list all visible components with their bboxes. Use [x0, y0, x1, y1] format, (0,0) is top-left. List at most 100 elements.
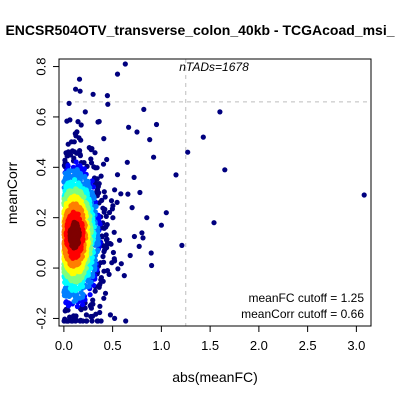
data-point	[98, 277, 104, 283]
data-point	[185, 149, 191, 155]
data-point	[179, 242, 185, 248]
data-point	[90, 91, 96, 97]
data-point	[114, 71, 121, 77]
y-tick-label: 0.4	[33, 158, 48, 176]
data-point	[71, 231, 78, 237]
data-point	[158, 222, 164, 228]
data-point	[75, 119, 81, 125]
data-point	[123, 318, 129, 324]
data-point	[217, 109, 223, 115]
legend-meancorr-cutoff: meanCorr cutoff = 0.66	[241, 307, 364, 321]
data-point	[73, 86, 79, 92]
data-point	[78, 122, 84, 128]
data-point	[104, 156, 110, 163]
data-point	[83, 312, 89, 318]
data-point	[111, 229, 117, 235]
data-point	[222, 167, 228, 173]
ntads-annotation: nTADs=1678	[179, 60, 249, 74]
data-point	[121, 273, 127, 279]
data-point	[103, 237, 109, 243]
data-point	[122, 61, 128, 67]
x-tick-label: 2.0	[250, 338, 268, 353]
data-point	[137, 189, 143, 196]
data-point	[100, 205, 106, 211]
data-point	[73, 159, 79, 165]
data-point	[66, 100, 72, 106]
data-point	[112, 187, 118, 193]
data-point	[94, 189, 100, 195]
data-point	[108, 198, 115, 204]
data-point	[65, 307, 71, 313]
data-point	[92, 150, 98, 156]
y-tick-label: 0.0	[33, 259, 48, 277]
data-point	[110, 215, 116, 221]
x-tick-label: 2.5	[299, 338, 317, 353]
data-point	[92, 288, 98, 294]
data-point	[110, 249, 116, 256]
data-point	[144, 215, 150, 221]
data-point	[103, 232, 109, 238]
data-point	[109, 206, 115, 212]
data-point	[105, 101, 111, 107]
data-point	[115, 266, 121, 272]
x-tick-label: 1.5	[201, 338, 219, 353]
data-point	[74, 303, 80, 310]
data-points	[61, 61, 367, 324]
x-tick-label: 0.5	[104, 338, 122, 353]
data-point	[111, 256, 117, 262]
data-point	[78, 137, 84, 143]
data-point	[76, 76, 83, 82]
y-tick-label: 0.2	[33, 209, 48, 227]
data-point	[90, 297, 96, 303]
data-point	[134, 129, 140, 135]
data-point	[139, 230, 145, 236]
data-point	[78, 317, 84, 323]
data-point	[149, 262, 155, 269]
data-point	[88, 313, 94, 320]
data-point	[361, 192, 367, 198]
data-point	[101, 295, 107, 301]
x-tick-label: 3.0	[347, 338, 365, 353]
data-point	[97, 309, 103, 316]
data-point	[114, 199, 120, 205]
data-point	[77, 153, 83, 159]
data-point	[73, 313, 79, 319]
data-point	[89, 318, 95, 324]
data-point	[118, 261, 124, 267]
data-point	[148, 250, 154, 256]
data-point	[140, 235, 146, 241]
data-point	[86, 145, 92, 151]
data-point	[71, 139, 77, 145]
y-tick-label: 0.8	[33, 58, 48, 76]
data-point	[87, 303, 93, 309]
data-point	[173, 172, 179, 178]
data-point	[107, 312, 113, 318]
data-point	[87, 292, 93, 298]
x-tick-label: 1.0	[152, 338, 170, 353]
data-point	[67, 152, 74, 158]
x-axis: 0.0 0.5 1.0 1.5 2.0 2.5 3.0	[55, 326, 365, 353]
data-point	[72, 177, 78, 183]
data-point	[96, 282, 102, 288]
data-point	[100, 161, 107, 167]
data-point	[124, 159, 130, 165]
data-point	[88, 160, 95, 166]
y-axis-title: meanCorr	[4, 162, 20, 225]
data-point	[147, 137, 153, 143]
data-point	[96, 118, 102, 125]
data-point	[65, 141, 71, 147]
data-point	[129, 205, 135, 211]
data-point	[125, 191, 131, 197]
data-point	[211, 220, 217, 226]
data-point	[126, 124, 132, 130]
data-point	[67, 117, 73, 123]
data-point	[109, 260, 115, 266]
data-point	[131, 233, 137, 240]
data-point	[106, 209, 113, 216]
data-point	[141, 106, 147, 112]
data-point	[102, 290, 109, 296]
data-point	[94, 318, 100, 324]
data-point	[101, 249, 107, 255]
data-point	[163, 210, 169, 216]
